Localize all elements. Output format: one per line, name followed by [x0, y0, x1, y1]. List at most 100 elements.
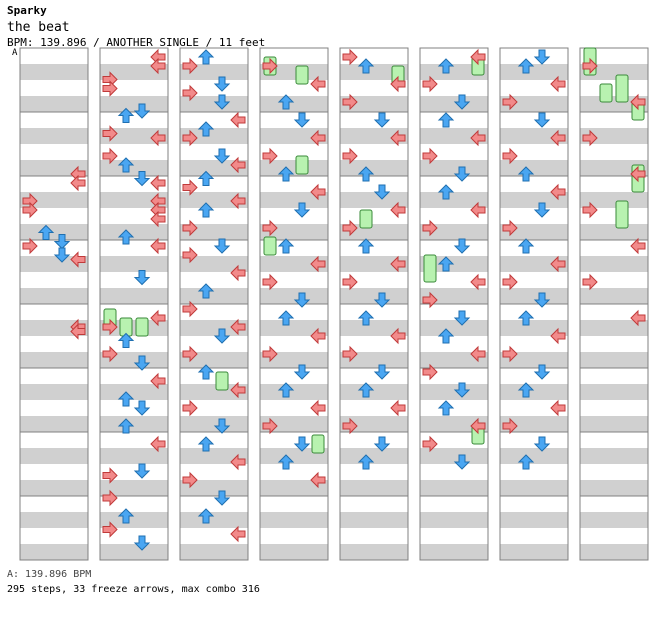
step-arrow: [533, 436, 551, 452]
step-arrow: [437, 58, 455, 74]
step-arrow: [502, 93, 518, 111]
step-arrow: [453, 382, 471, 398]
step-arrow: [117, 418, 135, 434]
step-arrow: [150, 57, 166, 75]
step-arrow: [133, 171, 151, 187]
beat-band: [260, 384, 328, 400]
beat-band: [420, 320, 488, 336]
beat-band: [420, 416, 488, 432]
step-arrow: [342, 273, 358, 291]
beat-band: [100, 512, 168, 528]
beat-band: [420, 384, 488, 400]
step-arrow: [470, 273, 486, 291]
step-arrow: [213, 328, 231, 344]
step-arrow: [102, 521, 118, 538]
beat-band: [580, 352, 648, 368]
step-arrow: [133, 463, 151, 479]
step-arrow: [102, 147, 118, 165]
step-arrow: [70, 251, 86, 268]
step-arrow: [213, 490, 231, 506]
column-border: [419, 47, 489, 561]
step-arrow: [213, 238, 231, 254]
step-arrow: [437, 328, 455, 344]
beat-band: [580, 160, 648, 176]
step-arrow: [390, 201, 406, 219]
beat-band: [420, 160, 488, 176]
step-arrow: [453, 310, 471, 326]
beat-band: [340, 64, 408, 80]
step-arrow: [197, 436, 215, 452]
step-arrow: [453, 94, 471, 110]
beat-band: [260, 512, 328, 528]
step-arrow: [502, 219, 518, 237]
beat-band: [500, 384, 568, 400]
step-arrow: [182, 84, 198, 102]
step-arrow: [53, 247, 71, 263]
step-arrow: [213, 148, 231, 164]
beat-band: [580, 544, 648, 560]
beat-band: [420, 64, 488, 80]
step-arrow: [150, 309, 166, 327]
step-arrow: [230, 453, 246, 471]
step-arrow: [102, 318, 118, 336]
beat-band: [420, 256, 488, 272]
step-arrow: [502, 345, 518, 363]
beat-band: [260, 448, 328, 464]
beat-band: [100, 544, 168, 560]
chart-column: [499, 47, 569, 561]
freeze-arrow: [135, 317, 149, 337]
step-arrow: [230, 111, 246, 129]
freeze-arrow: [295, 65, 309, 85]
beat-band: [340, 416, 408, 432]
beat-band: [260, 480, 328, 496]
song-title: the beat: [7, 20, 70, 35]
step-arrow: [293, 436, 311, 452]
step-arrow: [310, 183, 326, 201]
column-border: [579, 47, 649, 561]
step-arrow: [453, 238, 471, 254]
beat-band: [580, 224, 648, 240]
step-arrow: [373, 184, 391, 200]
step-arrow: [102, 125, 118, 142]
beat-band: [580, 128, 648, 144]
step-arrow: [197, 283, 215, 299]
beat-band: [180, 256, 248, 272]
step-arrow: [502, 147, 518, 165]
column-border: [499, 47, 569, 561]
step-arrow: [182, 345, 198, 363]
step-arrow: [22, 201, 38, 219]
beat-band: [260, 96, 328, 112]
step-arrow: [342, 93, 358, 111]
step-arrow: [22, 237, 38, 255]
beat-band: [340, 448, 408, 464]
step-arrow: [277, 310, 295, 326]
step-arrow: [133, 355, 151, 371]
step-arrow: [197, 121, 215, 137]
beat-band: [420, 352, 488, 368]
step-arrow: [230, 381, 246, 399]
step-arrow: [390, 75, 406, 93]
beat-band: [100, 64, 168, 80]
beat-band: [420, 192, 488, 208]
beat-band: [260, 128, 328, 144]
beat-band: [180, 448, 248, 464]
step-arrow: [422, 363, 438, 381]
step-arrow: [117, 107, 135, 123]
step-arrow: [213, 94, 231, 110]
step-arrow: [630, 165, 646, 183]
freeze-arrow: [423, 254, 437, 283]
beat-band: [180, 416, 248, 432]
step-arrow: [102, 80, 118, 97]
beat-band: [340, 544, 408, 560]
beat-band: [20, 160, 88, 176]
step-arrow: [150, 174, 166, 192]
step-arrow: [37, 224, 55, 240]
beat-band: [580, 288, 648, 304]
step-arrow: [150, 435, 166, 453]
step-arrow: [182, 219, 198, 237]
step-arrow: [550, 75, 566, 93]
step-arrow: [310, 129, 326, 147]
step-arrow: [117, 332, 135, 348]
step-arrow: [133, 400, 151, 416]
beat-band: [180, 384, 248, 400]
